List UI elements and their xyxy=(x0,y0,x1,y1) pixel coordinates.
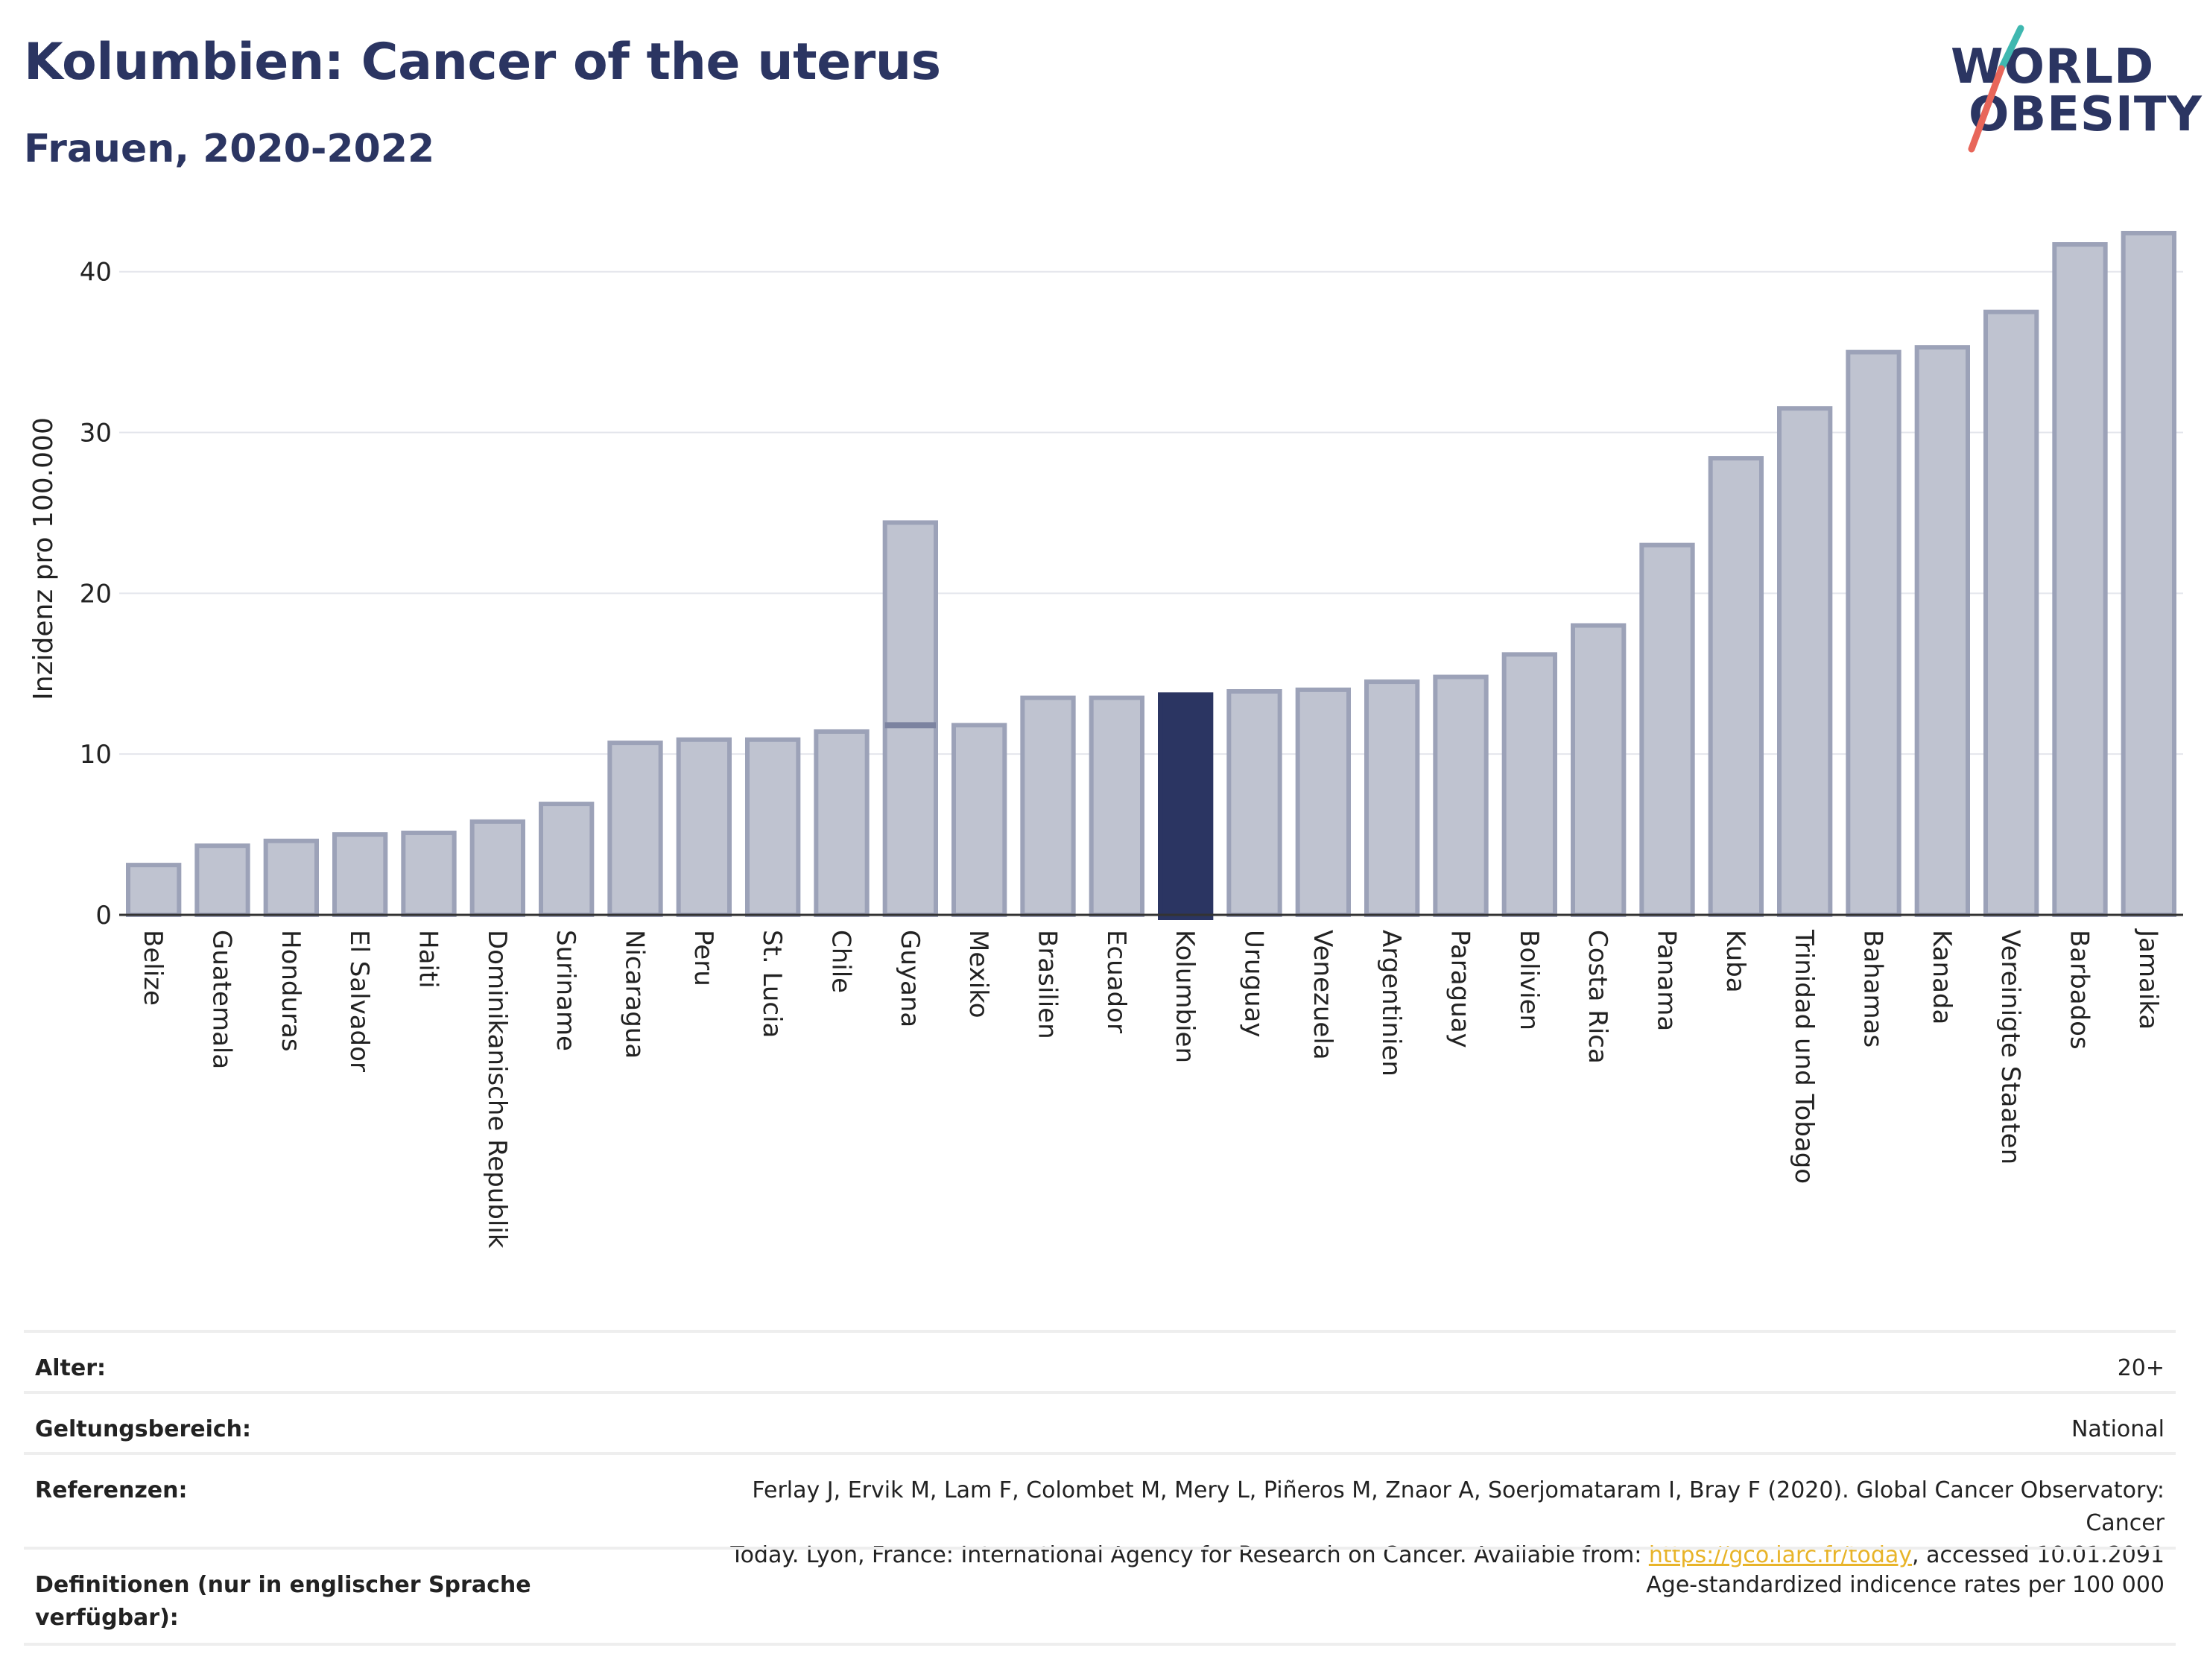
x-tick-label: St. Lucia xyxy=(757,930,787,1038)
x-tick-label: Panama xyxy=(1652,930,1682,1031)
x-tick-label: Nicaragua xyxy=(620,930,650,1059)
y-tick-label: 40 xyxy=(80,258,112,288)
bar xyxy=(1295,687,1351,917)
bar xyxy=(401,830,457,918)
y-axis-label: Inzidenz pro 100.000 xyxy=(28,417,59,700)
x-tick-label: Dominikanische Republik xyxy=(482,930,512,1249)
meta-age-label: Alter: xyxy=(35,1355,106,1381)
x-tick-label: Honduras xyxy=(276,930,305,1052)
x-tick-label: Haiti xyxy=(414,930,443,989)
meta-row-definitions: Definitionen (nur in englischer Sprache … xyxy=(24,1547,2176,1646)
x-tick-label: Paraguay xyxy=(1445,930,1475,1048)
x-tick-label: Mexiko xyxy=(963,930,993,1018)
x-tick-label: Jamaika xyxy=(2133,928,2163,1030)
bar xyxy=(1777,406,1833,917)
meta-ref-text1: Ferlay J, Ervik M, Lam F, Colombet M, Me… xyxy=(752,1477,2165,1536)
meta-age-value: 20+ xyxy=(2117,1355,2165,1381)
x-tick-label: El Salvador xyxy=(344,930,374,1072)
x-tick-label: Guatemala xyxy=(207,930,237,1069)
x-tick-label: Kanada xyxy=(1927,930,1957,1024)
y-tick-label: 0 xyxy=(95,901,112,931)
meta-ref-label: Referenzen: xyxy=(35,1477,188,1503)
bar xyxy=(194,843,250,917)
x-tick-label: Guyana xyxy=(895,930,925,1027)
x-tick-label: Venezuela xyxy=(1308,930,1337,1060)
x-tick-label: Kuba xyxy=(1720,930,1750,993)
bar xyxy=(745,737,801,918)
bar xyxy=(1226,689,1282,917)
bar xyxy=(676,737,732,918)
bar xyxy=(539,802,595,917)
logo-text-line1: WORLD xyxy=(1951,39,2155,95)
chart-bars xyxy=(126,230,2176,921)
x-tick-label: Bolivien xyxy=(1514,930,1544,1030)
meta-ref-text2b: , accessed 10.01.2091 xyxy=(1912,1542,2165,1568)
x-tick-label: Peru xyxy=(688,930,718,986)
y-tick-label: 10 xyxy=(80,740,112,770)
bar xyxy=(951,723,1007,917)
meta-scope-label: Geltungsbereich: xyxy=(35,1416,252,1442)
meta-row-references: Referenzen: Ferlay J, Ervik M, Lam F, Co… xyxy=(24,1452,2176,1568)
bar xyxy=(814,729,870,918)
bar-chart: 0 10 20 30 40 Inzidenz pro 100.000 Belize Gua… xyxy=(28,230,2183,1249)
meta-ref-link[interactable]: https://gco.iarc.fr/today xyxy=(1648,1542,1913,1568)
bar xyxy=(1089,695,1144,918)
x-tick-label: Uruguay xyxy=(1239,930,1269,1038)
bar xyxy=(1708,456,1764,917)
bar xyxy=(1914,345,1970,917)
meta-ref-value: Ferlay J, Ervik M, Lam F, Colombet M, Me… xyxy=(674,1474,2165,1572)
x-tick-label: Trinidad und Tobago xyxy=(1789,929,1819,1184)
meta-scope-value: National xyxy=(2071,1416,2165,1442)
bar xyxy=(1433,674,1489,917)
x-tick-label: Barbados xyxy=(2065,930,2094,1050)
x-tick-label: Bahamas xyxy=(1858,930,1888,1047)
bar xyxy=(126,863,182,917)
bar xyxy=(1501,652,1557,917)
bar xyxy=(2052,242,2108,918)
x-tick-label: Chile xyxy=(826,930,856,993)
bar xyxy=(2121,230,2176,917)
meta-def-label: Definitionen (nur in englischer Sprache … xyxy=(35,1572,531,1631)
meta-ref-text2a: Today. Lyon, France: International Agenc… xyxy=(730,1542,1649,1568)
bar xyxy=(607,741,663,917)
meta-def-value: Age-standardized indicence rates per 100… xyxy=(1646,1572,2165,1598)
bar xyxy=(469,819,525,917)
world-obesity-logo: WORLD OBESITY xyxy=(1937,22,2202,156)
y-tick-label: 20 xyxy=(80,579,112,609)
meta-row-scope: Geltungsbereich: National xyxy=(24,1391,2176,1454)
x-tick-label: Ecuador xyxy=(1101,930,1131,1033)
logo-slash-icon xyxy=(1968,25,2024,153)
y-tick-label: 30 xyxy=(80,419,112,448)
bar xyxy=(332,832,388,917)
logo-text-line2: OBESITY xyxy=(1969,87,2203,142)
bar xyxy=(1364,679,1420,917)
bar xyxy=(263,838,319,918)
x-tick-label: Costa Rica xyxy=(1583,930,1612,1064)
x-tick-label: Kolumbien xyxy=(1170,930,1200,1063)
x-tick-label: Brasilien xyxy=(1033,930,1063,1039)
x-axis-labels: Belize Guatemala Honduras El Salvador Haiti D… xyxy=(138,928,2163,1249)
bar xyxy=(1158,692,1214,921)
bar xyxy=(1846,349,1901,917)
page-title: Kolumbien: Cancer of the uterus xyxy=(24,33,941,92)
bar xyxy=(1571,623,1627,918)
y-axis-ticks: 0 10 20 30 40 xyxy=(80,258,112,931)
bar xyxy=(1020,695,1076,918)
meta-row-age: Alter: 20+ xyxy=(24,1330,2176,1392)
bar xyxy=(1983,309,2039,917)
chart-gridlines xyxy=(119,270,2183,755)
x-tick-label: Vereinigte Staaten xyxy=(1995,930,2025,1164)
bar xyxy=(1639,542,1695,918)
x-tick-label: Suriname xyxy=(551,930,580,1051)
page-subtitle: Frauen, 2020-2022 xyxy=(24,127,435,171)
x-tick-label: Argentinien xyxy=(1376,930,1406,1077)
x-tick-label: Belize xyxy=(138,930,168,1006)
bar xyxy=(882,520,938,917)
